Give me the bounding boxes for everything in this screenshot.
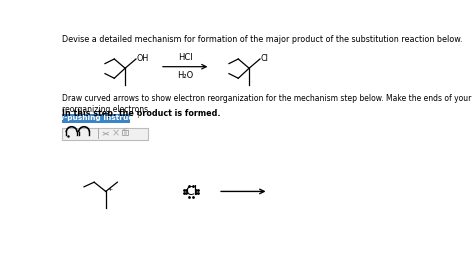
Text: Cl: Cl <box>185 185 197 198</box>
FancyBboxPatch shape <box>63 114 130 123</box>
Text: H₂O: H₂O <box>177 71 193 80</box>
Text: HCl: HCl <box>178 53 192 62</box>
Bar <box>122 130 128 135</box>
Text: In this step, the product is formed.: In this step, the product is formed. <box>63 109 221 118</box>
Text: Cl: Cl <box>261 54 269 63</box>
Text: Arrow-pushing Instructions: Arrow-pushing Instructions <box>39 115 154 121</box>
Text: +: + <box>107 187 112 193</box>
Text: OH: OH <box>137 54 149 63</box>
Text: ×: × <box>112 128 120 138</box>
Text: Devise a detailed mechanism for formation of the major product of the substituti: Devise a detailed mechanism for formatio… <box>63 35 463 44</box>
FancyBboxPatch shape <box>62 128 148 140</box>
Text: Draw curved arrows to show electron reorganization for the mechanism step below.: Draw curved arrows to show electron reor… <box>63 94 474 115</box>
